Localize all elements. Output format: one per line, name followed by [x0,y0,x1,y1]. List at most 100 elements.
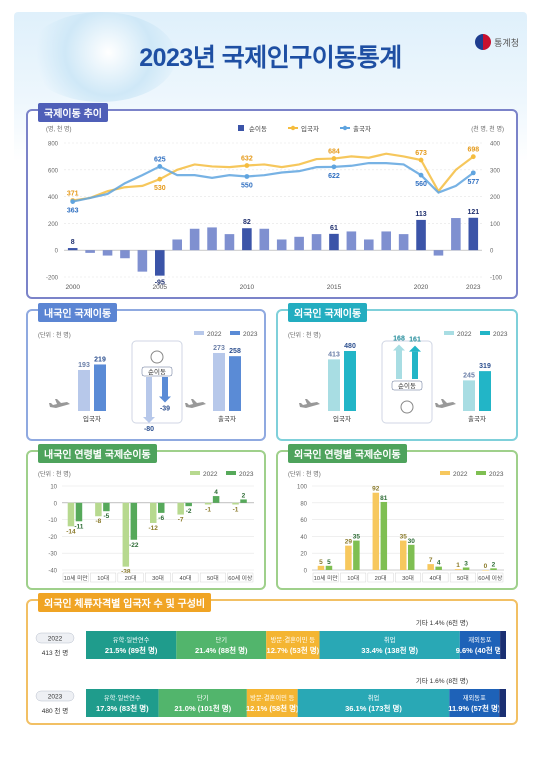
y-tick-label: 10 [50,485,57,491]
net-bar-2016 [346,231,357,251]
legend-swatch-2022 [444,331,454,335]
globe-decoration [26,12,176,102]
segment-label: 유학·일반연수 [104,693,141,702]
category-box [367,572,394,583]
net-bar-2015 [329,233,339,251]
net-arrow-2023-shaft [412,351,418,379]
net-bar-2018 [381,231,391,251]
category-label: 50대 [207,574,219,582]
visa-panel-title: 외국인 체류자격별 입국자 수 및 구성비 [38,593,212,612]
logo-text: 통계청 [494,37,519,48]
x-tick-label: 2015 [327,284,342,291]
y-tick-label: 0 [304,569,308,575]
right-axis-unit: (천 명, 천 명) [471,125,504,133]
year-badge-2022 [35,632,75,644]
segment-label: 재외동포 [468,636,491,644]
category-box [422,572,449,583]
value-label-60세 이상-2023: 2 [492,561,496,568]
net-label-2005: -95 [155,280,165,287]
y-tick-label: 20 [300,552,307,558]
value-label-출국자-2022: 245 [463,372,475,379]
bar-20대-2022 [372,492,380,570]
legend-swatch-2023 [476,471,486,475]
value-label-20대-2023: -22 [129,542,139,549]
bar-10대-2022 [95,502,102,517]
category-box [90,572,117,583]
category-label: 20대 [125,574,137,582]
etc-label-2023: 기타 1.6% (8천 명) [416,676,468,685]
trend-panel-title: 국제이동 추이 [38,103,108,122]
category-box [477,572,504,583]
plane-arrival-icon [435,399,456,408]
category-label: 10대 [97,574,109,582]
out-label-2015: 622 [328,173,340,180]
value-label-10대-2023: -5 [103,513,109,520]
value-label-10대-2022: 29 [345,539,353,546]
value-label-10세 미만-2022: 5 [319,559,323,566]
legend-swatch-2022 [440,471,450,475]
value-label-50대-2022: 1 [456,562,460,569]
unit-label: (단위 : 천 명) [288,331,321,339]
bar-20대-2023 [130,502,138,540]
net-box [131,340,183,424]
legend-swatch-2022 [190,471,200,475]
right-tick-label: 300 [490,168,501,174]
value-label-20대-2022: 92 [372,486,380,493]
category-box [117,572,144,583]
segment-2022-5 [500,631,506,659]
y-tick-label: -10 [48,518,57,524]
segment-label: 취업 [368,694,380,702]
segment-2022-3 [319,631,460,659]
value-label-10대-2023: 35 [353,534,361,541]
net-label-2020: 113 [415,211,426,218]
category-label: 입국자 [333,414,351,423]
y-tick-label: 80 [300,501,307,507]
segment-pct: 17.3% (83천 명) [96,703,149,713]
net-arrow-2023-head [409,345,421,352]
segment-2022-0 [86,631,177,659]
segment-pct: 11.9% (57천 명) [448,703,501,713]
net-arrow-2022-head [143,417,155,423]
domestic-chart: (단위 : 천 명) 2022 2023 193 219 입국자 273 258 출국자 순이동 -… [38,331,258,433]
category-box [227,572,254,583]
legend-label: 순이동 [249,124,267,133]
net-arrow-2022-head [393,344,405,351]
legend-label-2023: 2023 [243,331,258,338]
bar-40대-2022 [177,502,184,515]
segment-label: 취업 [384,636,396,644]
legend-label-2023: 2023 [239,471,254,478]
bar-40대-2022 [427,564,434,570]
bar-30대-2023 [158,502,165,513]
left-tick-label: 0 [55,249,59,255]
legend-label-2022: 2022 [207,331,222,338]
out-label-2010: 550 [241,183,253,190]
net-bar-2013 [294,236,304,251]
segment-label: 단기 [197,693,209,702]
globe-icon [150,350,164,364]
category-label: 60세 이상 [478,574,503,582]
net-arrow-2022-shaft [146,377,152,417]
bar-입국자-2022 [78,369,90,411]
category-box [62,572,89,583]
in-label-2010: 632 [241,156,253,163]
value-label-10세 미만-2023: -11 [74,523,83,530]
category-label: 40대 [180,574,192,582]
net-arrow-2022-value: -80 [144,426,154,433]
value-label-10세 미만-2022: -14 [66,528,76,535]
legend-label-2023: 2023 [493,331,508,338]
in-point-2010 [244,163,250,168]
legend-label: 입국자 [301,124,319,133]
segment-pct: 21.0% (101천 명) [174,703,231,713]
year-badge-2023 [35,690,75,702]
year-label-2023: 2023 [48,694,63,701]
unit-label: (단위 : 천 명) [288,470,321,478]
out-point-2015 [331,164,337,170]
bar-60세 이상-2023 [490,568,497,570]
right-tick-label: -100 [490,276,503,282]
bar-60세 이상-2022 [482,570,489,571]
value-label-출국자-2022: 273 [213,345,225,352]
value-label-60세 이상-2022: -1 [233,506,239,513]
category-box [145,572,171,583]
legend-label-2023: 2023 [489,471,504,478]
